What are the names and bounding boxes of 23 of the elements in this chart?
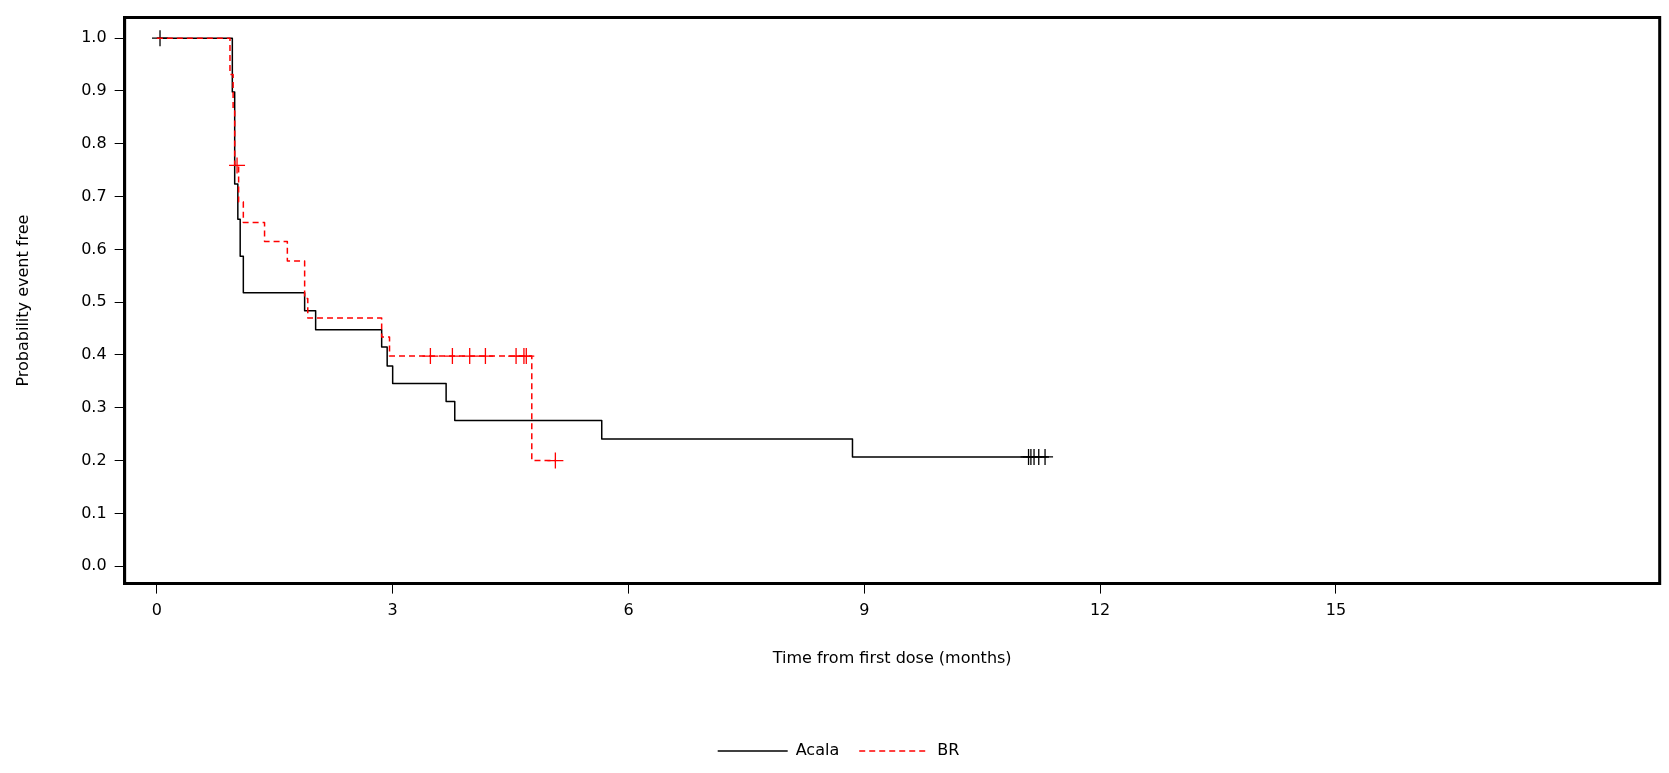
- y-tick-label: 0.0: [81, 555, 107, 575]
- y-tick-label: 1.0: [81, 27, 107, 47]
- x-tick-label: 3: [387, 600, 398, 620]
- y-tick-label: 0.5: [81, 291, 107, 311]
- x-tick-label: 6: [623, 600, 634, 620]
- x-tick-label: 12: [1089, 600, 1111, 620]
- x-tick-label: 15: [1325, 600, 1347, 620]
- y-tick-label: 0.1: [81, 502, 107, 522]
- y-tick-label: 0.4: [81, 344, 107, 364]
- point: [228, 156, 246, 175]
- y-tick-label: 0.2: [81, 449, 107, 469]
- x-axis-title: Time from first dose (months): [771, 647, 1012, 667]
- x-tick-label: 0: [151, 600, 162, 620]
- point: [443, 347, 462, 365]
- y-tick-label: 0.7: [81, 185, 107, 205]
- y-tick-label: 0.9: [81, 80, 107, 100]
- legend-label: BR: [937, 740, 960, 760]
- y-tick-label: 0.3: [81, 396, 107, 416]
- y-tick-label: 0.6: [81, 238, 107, 258]
- legend-label: Acala: [795, 740, 840, 760]
- x-tick-label: 9: [859, 600, 870, 620]
- y-axis-title: Probability event free: [12, 214, 32, 387]
- y-tick-label: 0.8: [81, 132, 107, 152]
